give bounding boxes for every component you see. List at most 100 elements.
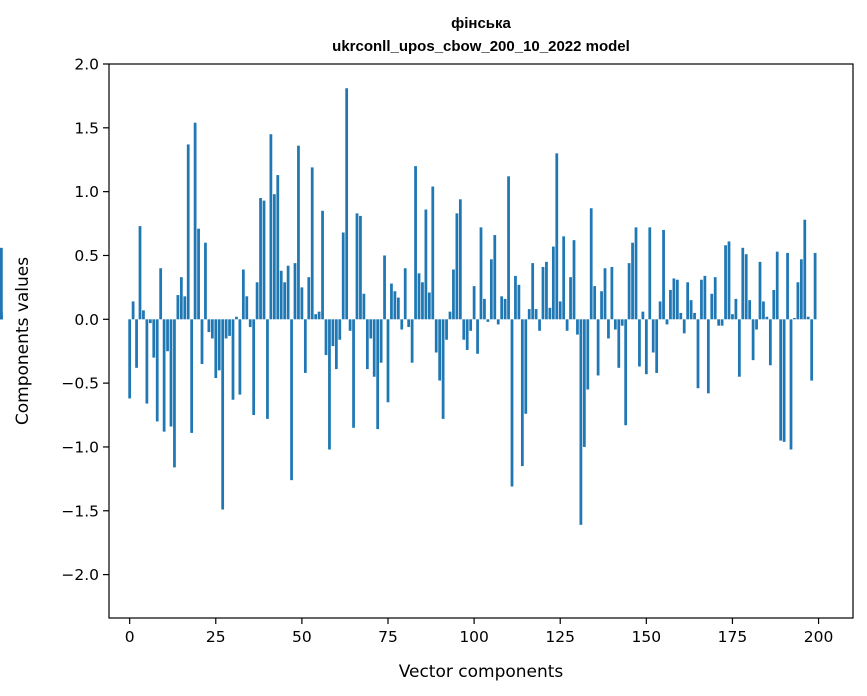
bar (631, 242, 634, 320)
bar (720, 319, 724, 326)
bar (293, 263, 297, 320)
bar (179, 277, 183, 320)
bar (386, 319, 390, 403)
bar (493, 235, 497, 320)
bar (765, 316, 769, 320)
bar (424, 209, 428, 320)
bar (183, 296, 187, 320)
y-tick-label: −1.5 (61, 502, 99, 520)
bar (713, 277, 717, 320)
bar (376, 319, 380, 430)
bar (210, 319, 214, 339)
bar (131, 301, 135, 320)
bar (696, 319, 700, 389)
plot-frame (108, 63, 854, 619)
bar (290, 319, 293, 481)
bar (531, 263, 535, 320)
bar (148, 319, 152, 324)
bar (400, 319, 404, 330)
bar (145, 319, 149, 404)
bar (431, 186, 435, 320)
bar (352, 319, 355, 428)
bar (328, 319, 331, 450)
bar (441, 319, 445, 419)
bar (672, 278, 676, 320)
bar (731, 314, 734, 320)
bar (589, 208, 593, 320)
bar (176, 295, 180, 320)
bar (548, 307, 552, 320)
bar (217, 319, 221, 371)
bar (796, 282, 800, 320)
bar (300, 287, 304, 320)
bar (655, 319, 659, 373)
bar (228, 319, 231, 336)
bar (479, 227, 483, 320)
y-axis-label: Components values (13, 257, 33, 425)
bar (786, 252, 789, 320)
bar (476, 319, 479, 354)
bar (524, 319, 528, 414)
bar (393, 291, 397, 320)
bar (503, 298, 507, 320)
bar (383, 255, 386, 320)
bar (603, 268, 607, 320)
y-tick-label: −0.5 (61, 375, 99, 393)
bar (269, 134, 273, 320)
bar (527, 309, 531, 320)
x-tick-label: 125 (545, 628, 575, 646)
bar (235, 316, 238, 320)
bar (693, 312, 696, 320)
bar (500, 296, 504, 320)
bar (651, 319, 655, 353)
bar (717, 319, 721, 326)
bar (138, 226, 142, 320)
bar (458, 199, 462, 320)
bar (669, 289, 672, 320)
bar (799, 259, 803, 320)
bar (321, 210, 324, 320)
x-tick-label: 0 (125, 628, 135, 646)
bar (644, 319, 648, 375)
bar (417, 273, 421, 320)
bar (534, 309, 538, 320)
bar (648, 227, 652, 320)
bar (496, 319, 500, 325)
x-tick-label: 50 (292, 628, 312, 646)
bar (173, 319, 176, 468)
bar (324, 319, 328, 356)
bar (255, 282, 259, 320)
bar (272, 194, 276, 320)
bar (310, 167, 314, 320)
bar (359, 215, 362, 320)
bar (510, 319, 514, 487)
bar (365, 319, 369, 370)
y-tick-label: 0.0 (74, 311, 99, 329)
bar (259, 198, 262, 320)
bar (262, 200, 266, 320)
bar (159, 268, 163, 320)
bar (190, 319, 194, 433)
bar (751, 319, 755, 361)
bar (469, 319, 473, 331)
bar (152, 319, 156, 358)
bar (768, 319, 772, 366)
bar (434, 319, 438, 353)
bar (465, 319, 469, 350)
y-tick-label: 0.5 (74, 247, 99, 265)
bar (572, 240, 576, 320)
bar (207, 319, 211, 333)
bar (593, 286, 597, 320)
bar (789, 319, 793, 450)
y-tick-label: 1.5 (74, 119, 99, 137)
bar (489, 259, 493, 320)
bar (266, 319, 269, 419)
bar (0, 315, 3, 320)
x-tick-label: 150 (632, 628, 662, 646)
bar (600, 291, 603, 320)
bar (162, 319, 166, 432)
bar (596, 319, 600, 376)
bar (613, 319, 617, 330)
bar (737, 319, 741, 377)
